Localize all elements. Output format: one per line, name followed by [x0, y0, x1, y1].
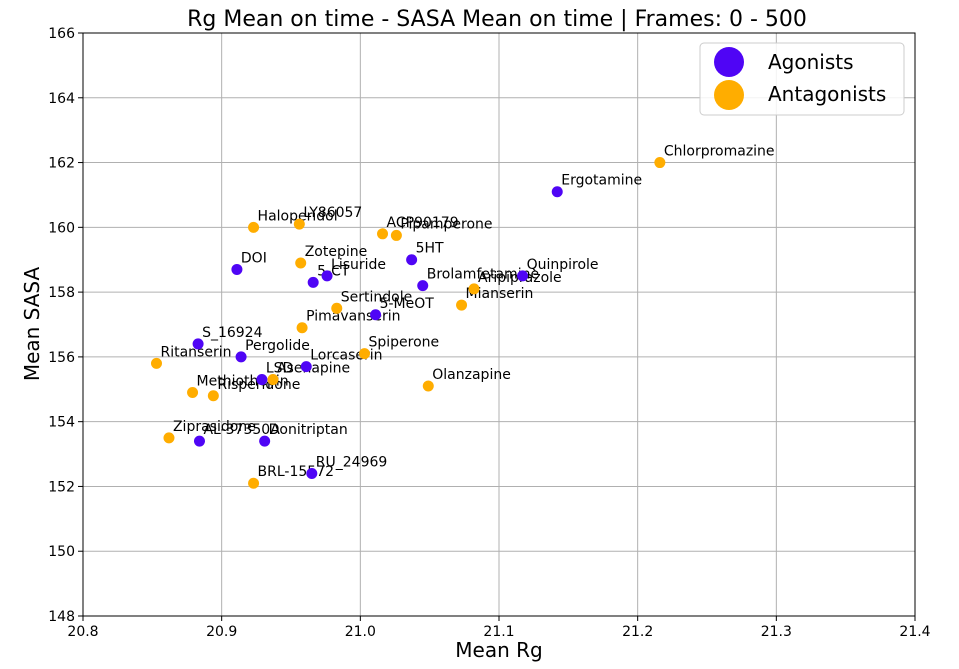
data-point	[193, 435, 205, 447]
data-point	[456, 299, 468, 311]
data-point	[207, 390, 219, 402]
point-label: Brolamfetamine	[427, 267, 539, 283]
y-axis-label: Mean SASA	[20, 267, 44, 382]
x-tick-label: 21.0	[345, 624, 376, 640]
point-label: Spiperone	[368, 335, 439, 351]
data-point	[293, 218, 305, 230]
legend-marker-antagonists	[714, 80, 744, 110]
legend-label-antagonists: Antagonists	[768, 82, 886, 106]
data-point	[390, 229, 402, 241]
x-tick-label: 20.8	[67, 624, 98, 640]
x-axis-label: Mean Rg	[455, 638, 542, 662]
data-point	[468, 283, 480, 295]
data-point	[517, 270, 529, 282]
y-tick-label: 162	[48, 156, 75, 172]
data-point	[192, 338, 204, 350]
x-axis-ticks: 20.8 20.9 21.0 21.1 21.2 21.3 21.4	[67, 616, 931, 640]
point-label: RU_24969	[316, 454, 388, 470]
data-point	[256, 374, 268, 386]
data-point	[231, 263, 243, 275]
point-label: DOI	[241, 250, 267, 266]
data-point	[422, 380, 434, 392]
data-point	[358, 348, 370, 360]
y-tick-label: 166	[48, 26, 75, 42]
point-label: Ziprasidone	[173, 419, 256, 435]
point-label: Pimavanserin	[306, 309, 400, 325]
x-tick-label: 21.3	[761, 624, 792, 640]
data-point	[306, 467, 318, 479]
data-point	[417, 280, 429, 292]
point-label: Zotepine	[305, 244, 368, 260]
y-tick-label: 160	[48, 220, 75, 236]
data-point	[377, 228, 389, 240]
point-label: Ergotamine	[561, 173, 642, 189]
point-label: Chlorpromazine	[664, 144, 775, 160]
legend-label-agonists: Agonists	[768, 50, 854, 74]
data-point	[163, 432, 175, 444]
data-point	[150, 357, 162, 369]
data-point	[300, 361, 312, 373]
data-point	[267, 374, 279, 386]
data-point	[307, 276, 319, 288]
data-point	[296, 322, 308, 334]
data-point	[259, 435, 271, 447]
y-tick-label: 156	[48, 350, 75, 366]
legend-box	[699, 42, 905, 116]
point-label: Olanzapine	[432, 367, 511, 383]
legend: Agonists Antagonists	[699, 42, 905, 116]
point-label: AL-37350A	[203, 422, 280, 438]
point-label: Quinpirole	[527, 257, 599, 273]
y-tick-label: 164	[48, 91, 75, 107]
data-point	[187, 387, 199, 399]
point-label: LSD	[266, 361, 293, 377]
y-tick-label: 150	[48, 544, 75, 560]
point-label: S_16924	[202, 325, 263, 341]
data-point	[295, 257, 307, 269]
x-tick-label: 20.9	[206, 624, 237, 640]
data-point	[248, 477, 260, 489]
y-tick-label: 158	[48, 285, 75, 301]
data-points	[150, 157, 666, 489]
point-label: 5-MeOT	[380, 296, 435, 312]
legend-marker-agonists	[714, 47, 744, 77]
y-axis-ticks: 148 150 152 154 156 158 160 162 164 166	[48, 26, 83, 625]
point-label: Haloperidol	[258, 208, 338, 224]
y-tick-label: 154	[48, 415, 75, 431]
point-label: Ritanserin	[160, 344, 231, 360]
point-label: Asenapine	[277, 361, 350, 377]
data-point	[331, 302, 343, 314]
point-label: Lisuride	[331, 257, 386, 273]
point-label: Sertindole	[341, 289, 412, 305]
x-tick-label: 21.4	[899, 624, 930, 640]
data-point	[235, 351, 247, 363]
data-point	[654, 157, 666, 169]
x-tick-label: 21.2	[622, 624, 653, 640]
point-label: Risperidone	[217, 377, 300, 393]
point-label: ACP90179	[387, 215, 459, 231]
chart-title: Rg Mean on time - SASA Mean on time | Fr…	[187, 7, 807, 32]
data-point	[248, 221, 260, 233]
point-label: Pipamperone	[400, 216, 492, 232]
point-label: Pergolide	[245, 338, 310, 354]
data-point	[406, 254, 418, 266]
y-tick-label: 148	[48, 609, 75, 625]
point-label: 5HT	[416, 241, 444, 257]
point-label: LY86057	[303, 205, 362, 221]
y-tick-label: 152	[48, 479, 75, 495]
point-label: Mianserin	[466, 286, 534, 302]
point-label: Donitriptan	[269, 422, 348, 438]
x-tick-label: 21.1	[483, 624, 514, 640]
data-point	[370, 309, 382, 321]
point-label: BRL-15572	[258, 464, 334, 480]
data-point	[321, 270, 333, 282]
data-point	[551, 186, 563, 198]
